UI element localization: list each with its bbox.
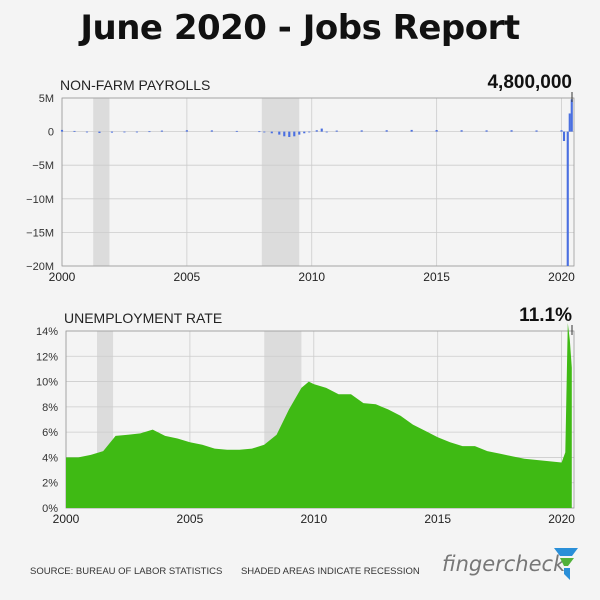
payroll-bar — [435, 130, 438, 132]
brand-name: fingercheck — [442, 552, 566, 576]
recession-band — [93, 98, 110, 266]
x-tick-label: 2010 — [298, 270, 325, 284]
payroll-bar — [85, 131, 89, 133]
x-tick-label: 2000 — [53, 512, 80, 526]
payroll-bar — [160, 130, 163, 132]
x-tick-label: 2015 — [424, 512, 451, 526]
callout-value: 4,800,000 — [487, 72, 572, 93]
y-tick-label: 14% — [36, 326, 58, 338]
payroll-bar — [98, 131, 101, 133]
y-tick-label: 4% — [42, 452, 58, 464]
y-tick-label: 0% — [42, 503, 58, 515]
payroll-bar — [410, 129, 413, 132]
payroll-bar — [288, 131, 291, 137]
footer: SOURCE: BUREAU OF LABOR STATISTICS SHADE… — [30, 566, 436, 577]
y-tick-label: 6% — [42, 427, 58, 439]
page-title: June 2020 - Jobs Report — [80, 8, 520, 48]
recession-band — [261, 98, 300, 266]
payroll-bar — [335, 130, 338, 132]
payroll-bar — [60, 129, 64, 132]
payroll-bar — [303, 131, 306, 134]
payroll-bar — [560, 130, 563, 132]
payroll-bar — [460, 130, 463, 132]
chart-title: UNEMPLOYMENT RATE — [64, 310, 222, 326]
plot-frame — [61, 97, 575, 267]
payroll-bar — [308, 131, 311, 133]
x-tick-label: 2020 — [548, 512, 575, 526]
unemployment-chart: 0% 2% 4% 6% 8% 10% 12% 14% 2000 2005 2010 2015 2020 U… — [36, 305, 575, 526]
payroll-bar — [135, 131, 138, 133]
payroll-bar — [270, 131, 273, 134]
payroll-bar — [293, 131, 296, 137]
y-tick-label: 12% — [36, 351, 58, 363]
payroll-bar — [385, 130, 388, 132]
payroll-bar — [510, 130, 513, 132]
x-tick-label: 2020 — [548, 270, 575, 284]
y-tick-label: 10% — [36, 377, 58, 389]
payroll-bar — [185, 130, 188, 132]
payroll-bar — [315, 130, 318, 132]
source-note: SOURCE: BUREAU OF LABOR STATISTICS — [30, 566, 223, 577]
callout-value: 11.1% — [519, 305, 572, 326]
payroll-bar — [148, 131, 151, 133]
y-tick-label: 2% — [42, 478, 58, 490]
payroll-bar — [123, 131, 126, 133]
payroll-bar — [485, 130, 488, 132]
fingercheck-logo-icon — [554, 548, 578, 580]
payroll-bar — [298, 131, 301, 135]
x-tick-label: 2005 — [174, 270, 201, 284]
y-tick-label: −15M — [26, 227, 54, 239]
payroll-bar — [325, 131, 328, 133]
unemployment-area — [66, 323, 572, 508]
y-tick-label: 8% — [42, 402, 58, 414]
payroll-bar — [235, 130, 238, 132]
y-tick-label: −20M — [26, 261, 54, 273]
payroll-bar — [566, 131, 569, 266]
payroll-bar — [73, 130, 76, 132]
payroll-bar — [210, 130, 213, 132]
payroll-bar — [278, 131, 281, 135]
x-tick-label: 2005 — [177, 512, 204, 526]
y-tick-label: 0 — [48, 127, 54, 139]
payroll-bar — [283, 131, 286, 137]
x-tick-label: 2000 — [49, 270, 76, 284]
chart-title: NON-FARM PAYROLLS — [60, 77, 210, 93]
payroll-bar — [320, 128, 323, 132]
y-tick-label: 5M — [39, 93, 54, 105]
payroll-bar — [535, 130, 538, 132]
y-tick-label: −10M — [26, 194, 54, 206]
payroll-bar — [263, 131, 266, 133]
payroll-bar — [562, 131, 566, 142]
x-tick-label: 2010 — [300, 512, 327, 526]
payroll-bar — [360, 130, 363, 132]
y-tick-label: −5M — [32, 160, 54, 172]
payroll-bar — [568, 113, 571, 132]
recession-note: SHADED AREAS INDICATE RECESSION — [240, 566, 420, 577]
payroll-bar — [110, 131, 114, 133]
payroll-bar — [258, 131, 261, 133]
payroll-bar — [570, 99, 573, 132]
x-tick-label: 2015 — [423, 270, 450, 284]
